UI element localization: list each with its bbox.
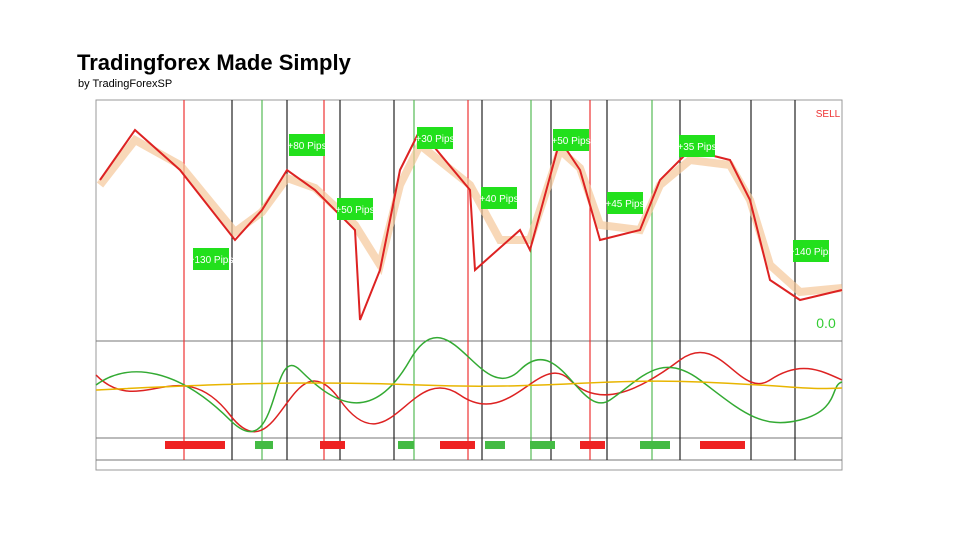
oscillator: [95, 336, 843, 433]
pip-box: [193, 248, 229, 270]
pip-label: +30 Pips: [415, 134, 454, 145]
pip-label: +80 Pips: [287, 141, 326, 152]
subtitle: by TradingForexSP: [78, 78, 173, 90]
title: Tradingforex Made Simply: [77, 50, 351, 75]
pip-label: +50 Pips: [551, 136, 590, 147]
pip-labels: +130 Pips +80 Pips +50 Pips +30 Pips +40 Pip…: [189, 127, 834, 270]
pip-label: +130 Pips: [189, 255, 234, 266]
signal-label: SELL: [816, 109, 841, 120]
pip-box: [679, 135, 715, 157]
pip-label: +140 Pips: [789, 247, 834, 258]
pip-box: [481, 187, 517, 209]
pip-box: [793, 240, 829, 262]
price-path: [99, 128, 843, 321]
chart-frame: [95, 99, 843, 471]
counter: 0.0: [816, 315, 836, 331]
pip-box: [337, 198, 373, 220]
signal-strip: [165, 441, 745, 449]
pip-box: [289, 134, 325, 156]
pip-box: [417, 127, 453, 149]
pip-box: [553, 129, 589, 151]
pip-label: +50 Pips: [335, 205, 374, 216]
pip-label: +45 Pips: [605, 199, 644, 210]
trend-band: [96, 134, 843, 297]
pip-box: [607, 192, 643, 214]
pip-label: +40 Pips: [479, 194, 518, 205]
pip-label: +35 Pips: [677, 142, 716, 153]
